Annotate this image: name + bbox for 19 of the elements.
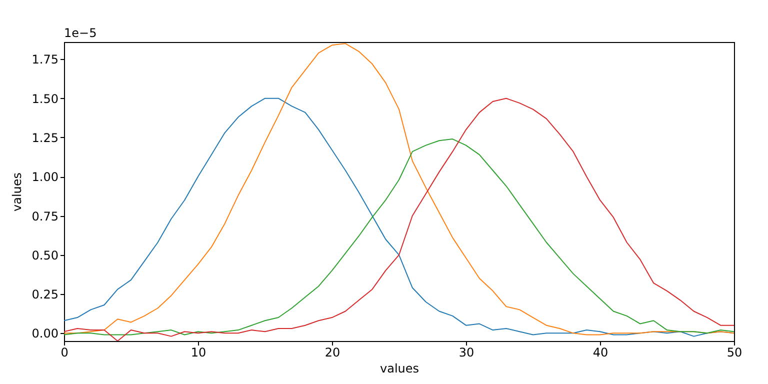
y-axis-title: values: [10, 172, 24, 212]
y-tick-label: 0.50: [32, 248, 58, 262]
x-tick-label: 10: [190, 346, 206, 360]
x-tick-label: 50: [726, 346, 742, 360]
line-series: [64, 138, 734, 336]
x-tick-label: 40: [592, 346, 608, 360]
y-tick-label: 0.25: [32, 288, 58, 302]
text: 1e−5: [64, 26, 97, 40]
y-tick-label: 1.50: [32, 92, 58, 106]
x-tick-label: 30: [458, 346, 474, 360]
x-tick-label: 20: [324, 346, 340, 360]
y-tick-label: 1.25: [32, 130, 58, 145]
y-tick-label: 1.00: [32, 170, 58, 184]
y-tick-label: 1.75: [32, 52, 58, 67]
x-tick-label: 0: [60, 346, 68, 360]
x-axis-title: values: [380, 362, 420, 376]
y-tick-label: 0.00: [32, 326, 58, 341]
y-tick-label: 0.75: [32, 209, 58, 224]
line-series: [64, 43, 734, 336]
